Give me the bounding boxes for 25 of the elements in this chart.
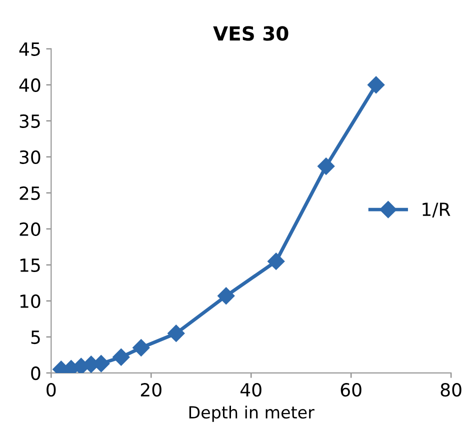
x-tick-label: 0: [46, 383, 56, 397]
point: [218, 287, 235, 304]
y-tick-label: 40: [19, 78, 40, 92]
x-tick-label: 60: [340, 383, 362, 397]
x-tick-label: 80: [440, 383, 462, 397]
x-tick-label: 20: [140, 383, 162, 397]
y-tick-label: 30: [20, 150, 40, 164]
point: [268, 252, 285, 270]
y-tick-label: 15: [20, 258, 40, 272]
point: [168, 324, 185, 342]
y-tick-label: 25: [20, 186, 40, 200]
y-tick-label: 10: [20, 294, 40, 308]
y-tick-label: 5: [31, 330, 40, 344]
x-tick-label: 40: [240, 383, 262, 397]
point: [368, 76, 385, 94]
legend-label: 1/R: [422, 202, 450, 218]
x-axis-title: Depth in meter: [189, 406, 314, 422]
chart-title: VES 30: [213, 26, 288, 41]
point: [132, 339, 150, 356]
y-tick-label: 20: [20, 222, 40, 236]
y-tick-label: 0: [31, 366, 40, 380]
y-tick-label: 45: [19, 42, 40, 56]
y-tick-label: 35: [20, 114, 40, 128]
point: [112, 348, 130, 366]
point: [318, 158, 335, 175]
